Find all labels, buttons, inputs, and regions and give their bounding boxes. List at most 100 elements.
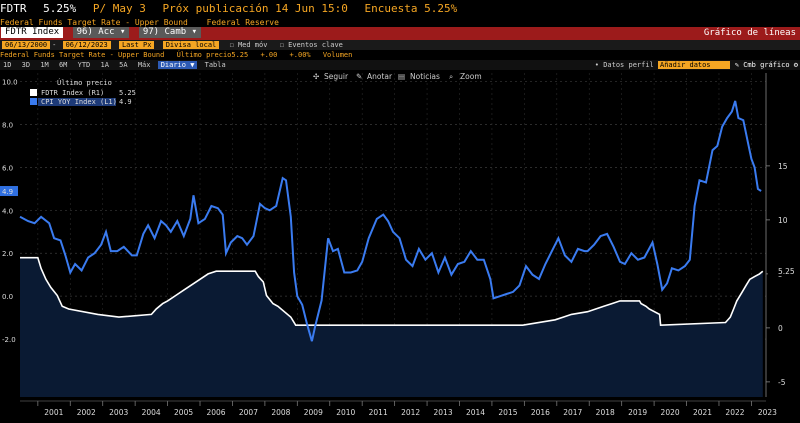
command-toolbar: FDTR Index 96) Acc ▾ 97) Camb ▾ Gráfico …	[0, 27, 800, 40]
x-tick-label: 2017	[563, 408, 582, 417]
ticker-label[interactable]: FDTR	[0, 2, 27, 15]
security-input[interactable]: FDTR Index	[1, 27, 64, 38]
actions-button[interactable]: 96) Acc ▾	[72, 27, 130, 38]
annotate-button[interactable]: Anotar	[367, 72, 393, 81]
survey-value: Encuesta 5.25%	[364, 2, 458, 15]
period-selector: 1D 3D 1M 6M YTD 1A 5A Máx Diario ▼ Tabla…	[0, 60, 800, 70]
left-axis: -2.0 0.0 2.0 4.0 6.0 8.0 10.0	[2, 79, 18, 344]
x-tick-label: 2010	[336, 408, 355, 417]
data-profile: • Datos perfil Añadir datos	[595, 60, 730, 70]
left-tick-label: 6.0	[2, 164, 13, 172]
x-tick-label: 2013	[434, 408, 453, 417]
left-tick-label: -2.0	[2, 336, 16, 344]
left-tick-label: 4.0	[2, 207, 13, 215]
x-tick-label: 2011	[369, 408, 388, 417]
fdtr-area-fill	[20, 257, 763, 397]
period-ytd[interactable]: YTD	[77, 61, 91, 69]
x-tick-label: 2016	[531, 408, 550, 417]
zoom-button[interactable]: Zoom	[460, 72, 482, 81]
cpi-last-tag-text: 4.9	[2, 188, 13, 196]
period-1m[interactable]: 1M	[40, 61, 49, 69]
security-source: Federal Reserve	[206, 18, 279, 27]
legend-volume: Volumen	[322, 51, 353, 59]
legend-swatch-fdtr	[30, 89, 37, 96]
fdtr-last-tag	[768, 266, 798, 277]
moving-average-toggle[interactable]: ☐ Med móv	[229, 41, 268, 49]
chart-type-title: Gráfico de líneas	[703, 28, 796, 38]
period-label: P/ May 3	[92, 2, 146, 15]
legend-label-highlight	[38, 98, 116, 106]
period-1d[interactable]: 1D	[3, 61, 12, 69]
data-profile-label: • Datos perfil	[594, 61, 654, 69]
period-3d[interactable]: 3D	[21, 61, 31, 69]
x-tick-label: 2012	[401, 408, 420, 417]
cpi-last-tag	[0, 186, 18, 197]
x-axis: 2001 2002 2003 2004 2005 2006 2007 2008 2009 2010…	[20, 400, 777, 417]
news-button[interactable]: Noticias	[410, 72, 440, 81]
chart-tools: ✣ Seguir ✎ Anotar ▤ Noticias ⌕ Zoom	[313, 72, 482, 81]
legend-value-cpi: 4.9	[119, 98, 132, 106]
fdtr-series-line	[20, 256, 764, 327]
table-toggle[interactable]: Tabla	[204, 61, 226, 69]
x-tick-label: 2014	[466, 408, 485, 417]
x-tick-label: 2004	[142, 408, 161, 417]
x-tick-label: 2019	[628, 408, 647, 417]
chart-settings-button[interactable]: ✎ Cmb gráfico ⚙	[734, 61, 798, 69]
follow-button[interactable]: Seguir	[324, 72, 349, 81]
legend-header: Último precio	[57, 78, 112, 87]
legend-last-price: Último precio5.25	[176, 51, 249, 59]
legend-series-name: Federal Funds Target Rate - Upper Bound	[0, 51, 165, 59]
x-tick-label: 2006	[206, 408, 225, 417]
start-date-field[interactable]: 06/13/2000	[2, 41, 51, 49]
x-tick-label: 2001	[44, 408, 63, 417]
left-tick-label: 8.0	[2, 121, 13, 129]
period-1a[interactable]: 1A	[100, 61, 109, 69]
legend-change: +.00	[260, 51, 278, 59]
x-tick-label: 2009	[304, 408, 323, 417]
right-tick-label: 10	[778, 216, 788, 225]
legend-line: Federal Funds Target Rate - Upper Bound …	[0, 50, 800, 60]
x-tick-label: 2021	[693, 408, 712, 417]
x-tick-label: 2007	[239, 408, 258, 417]
right-tick-label: -5	[778, 378, 786, 387]
period-5a[interactable]: 5A	[119, 61, 128, 69]
price-value: 5.25%	[43, 2, 77, 15]
currency-select[interactable]: Divisa local	[162, 41, 220, 49]
left-tick-label: 10.0	[2, 79, 18, 87]
key-events-label: Eventos clave	[288, 41, 343, 49]
x-tick-label: 2003	[109, 408, 128, 417]
right-tick-label: 0	[778, 324, 783, 333]
price-field-select[interactable]: Last Px	[118, 41, 155, 49]
end-date-field[interactable]: 06/12/2023	[62, 41, 111, 49]
period-6m[interactable]: 6M	[58, 61, 68, 69]
change-button[interactable]: 97) Camb ▾	[138, 27, 201, 38]
last-value-tags: 4.9 5.25	[0, 186, 798, 277]
follow-icon: ✣	[313, 72, 319, 81]
left-tick-label: 0.0	[2, 293, 13, 301]
x-tick-label: 2022	[725, 408, 744, 417]
next-publication: Próx publicación 14 Jun 15:0	[162, 2, 348, 15]
x-tick-label: 2002	[77, 408, 96, 417]
frequency-select[interactable]: Diario ▼	[157, 61, 198, 69]
fdtr-last-tag-text: 5.25	[778, 267, 795, 276]
right-tick-label: 15	[778, 162, 788, 171]
legend-swatch-cpi	[30, 98, 37, 105]
add-data-input[interactable]: Añadir datos	[658, 61, 730, 69]
key-events-toggle[interactable]: ☐ Eventos clave	[279, 41, 343, 49]
security-name: Federal Funds Target Rate - Upper Bound	[0, 18, 188, 27]
legend-label-cpi: CPI YOY Index (L1)	[41, 98, 117, 106]
x-tick-label: 2023	[758, 408, 777, 417]
annotate-icon: ✎	[356, 72, 362, 81]
left-tick-label: 2.0	[2, 250, 13, 258]
news-icon: ▤	[398, 72, 405, 81]
legend-change-pct: +.00%	[289, 51, 311, 59]
zoom-icon: ⌕	[449, 72, 453, 81]
chart-options-row: 06/13/2000- 06/12/2023 Last Px Divisa lo…	[0, 40, 800, 50]
legend-label-fdtr: FDTR Index (R1)	[41, 89, 104, 97]
period-max[interactable]: Máx	[137, 61, 151, 69]
x-tick-label: 2008	[271, 408, 290, 417]
line-chart[interactable]: -2.00.02.04.06.08.010.0 -5051015 2001200…	[0, 70, 800, 423]
x-tick-label: 2005	[174, 408, 193, 417]
security-subheader: Federal Funds Target Rate - Upper Bound …	[0, 18, 800, 27]
x-tick-label: 2015	[498, 408, 517, 417]
